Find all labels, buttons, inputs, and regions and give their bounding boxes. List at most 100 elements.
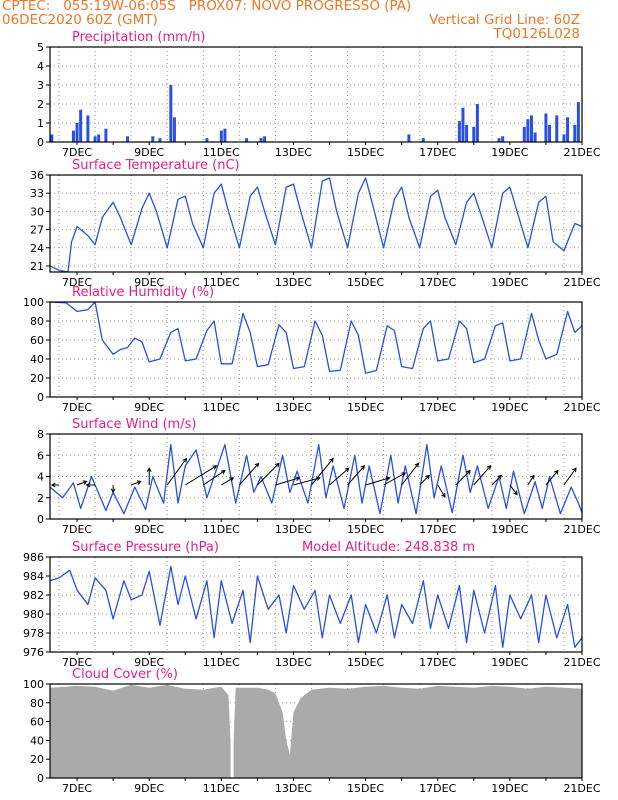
precip-bar <box>104 128 108 142</box>
pressure-xtick-label: 19DEC <box>491 656 528 669</box>
wind-vector-head <box>486 465 492 470</box>
cloud-title: Cloud Cover (%) <box>72 667 178 682</box>
cloud-ytick-label: 20 <box>30 753 44 766</box>
precip-bar <box>548 124 552 142</box>
precip-bar <box>151 136 155 142</box>
precip-xtick-label: 13DEC <box>275 146 312 159</box>
wind-xtick-label: 11DEC <box>203 523 240 536</box>
wind-vector <box>203 470 226 486</box>
precip-xtick-label: 7DEC <box>62 146 92 159</box>
cloud-xtick-label: 15DEC <box>347 782 384 795</box>
precip-bar <box>555 115 559 142</box>
precip-ytick-label: 1 <box>37 117 44 130</box>
pressure-xtick-label: 15DEC <box>347 656 384 669</box>
pressure-xtick-label: 21DEC <box>563 656 600 669</box>
temp-xtick-label: 19DEC <box>491 276 528 289</box>
rh-frame <box>49 301 583 398</box>
wind-vector <box>491 475 502 486</box>
cloud-xtick-label: 7DEC <box>62 782 92 795</box>
wind-vector <box>293 477 320 486</box>
temp-xtick-label: 17DEC <box>419 276 456 289</box>
cloud-xtick-label: 13DEC <box>275 782 312 795</box>
temp-ytick-label: 30 <box>30 205 44 218</box>
wind-vector-head <box>401 472 407 477</box>
wind-vector <box>166 458 187 486</box>
precip-bar <box>526 119 530 142</box>
rh-ytick-label: 0 <box>37 391 44 404</box>
precip-bar <box>501 136 505 142</box>
wind-vector-head <box>146 467 152 472</box>
precip-bar <box>522 126 526 142</box>
precip-xtick-label: 19DEC <box>491 146 528 159</box>
precip-bar <box>50 134 54 142</box>
header-date: 06DEC2020 60Z (GMT) <box>2 12 158 28</box>
temp-xtick-label: 7DEC <box>62 276 92 289</box>
wind-vector <box>455 470 471 486</box>
rh-xtick-label: 9DEC <box>134 401 164 414</box>
precip-bar <box>93 136 97 142</box>
pressure-panel: 976 978 980 982 984 986 7DEC 9DEC 11DEC 13DEC 15DE… <box>23 540 601 669</box>
wind-ytick-label: 6 <box>37 449 44 462</box>
wind-vector <box>221 477 234 486</box>
rh-xtick-label: 7DEC <box>62 401 92 414</box>
precip-bar <box>497 138 501 142</box>
pressure-ytick-label: 978 <box>23 627 44 640</box>
cloud-xtick-label: 11DEC <box>203 782 240 795</box>
cloud-xtick-label: 21DEC <box>563 782 600 795</box>
wind-xtick-label: 7DEC <box>62 523 92 536</box>
precip-bar <box>533 132 537 142</box>
wind-ytick-label: 8 <box>37 428 44 441</box>
wind-vector-head <box>572 467 577 473</box>
wind-vector-head <box>344 467 350 473</box>
cloud-ytick-label: 80 <box>30 697 44 710</box>
temp-frame <box>49 174 583 273</box>
temp-title: Surface Temperature (nC) <box>72 158 240 173</box>
temp-ytick-label: 33 <box>30 187 44 200</box>
cloud-cover-area <box>50 684 582 778</box>
precip-bar <box>97 134 101 142</box>
pressure-ytick-label: 982 <box>23 589 44 602</box>
precip-xtick-label: 17DEC <box>419 146 456 159</box>
wind-vector-head <box>329 457 334 463</box>
pressure-xtick-label: 11DEC <box>203 656 240 669</box>
cloud-xtick-label: 19DEC <box>491 782 528 795</box>
wind-vector <box>563 467 577 486</box>
wind-vector <box>383 472 406 486</box>
model-altitude: Model Altitude: 248.838 m <box>302 540 475 555</box>
rh-panel: 0 20 40 60 80 100 7DEC 9DEC 11DEC 13DEC 15DEC 17DEC… <box>23 285 601 414</box>
cloud-ytick-label: 40 <box>30 734 44 747</box>
wind-xtick-label: 21DEC <box>563 523 600 536</box>
wind-vector-head <box>275 462 280 468</box>
pressure-frame <box>49 556 583 653</box>
wind-vector <box>365 477 390 486</box>
wind-vector-head <box>441 492 446 498</box>
pressure-xtick-label: 7DEC <box>62 656 92 669</box>
wind-vector <box>545 470 559 486</box>
temp-ytick-label: 27 <box>30 224 44 237</box>
header-line1: CPTEC: 055:19W-06:05S PROX07: NOVO PROGR… <box>2 0 412 14</box>
wind-vector-head <box>554 469 559 475</box>
temp-xtick-label: 21DEC <box>563 276 600 289</box>
wind-vector-head <box>530 474 535 480</box>
wind-xtick-label: 15DEC <box>347 523 384 536</box>
cloud-ytick-label: 0 <box>37 772 44 785</box>
pressure-xtick-label: 13DEC <box>275 656 312 669</box>
rh-title: Relative Humidity (%) <box>72 285 214 300</box>
wind-vector <box>311 458 334 486</box>
wind-vector-head <box>425 474 431 480</box>
rh-ytick-label: 100 <box>23 296 44 309</box>
wind-vector-head <box>110 488 116 494</box>
precip-frame <box>49 46 583 143</box>
precip-bar <box>530 115 534 142</box>
rh-line <box>49 301 583 374</box>
wind-ytick-label: 4 <box>37 471 44 484</box>
precip-bar <box>75 123 79 142</box>
pressure-title: Surface Pressure (hPa) <box>72 540 219 555</box>
temp-ytick-label: 21 <box>30 260 44 273</box>
wind-vector <box>184 465 217 486</box>
precip-xtick-label: 21DEC <box>563 146 600 159</box>
precip-ytick-label: 2 <box>37 98 44 111</box>
wind-vector-head <box>82 480 88 485</box>
temp-xtick-label: 9DEC <box>134 276 164 289</box>
